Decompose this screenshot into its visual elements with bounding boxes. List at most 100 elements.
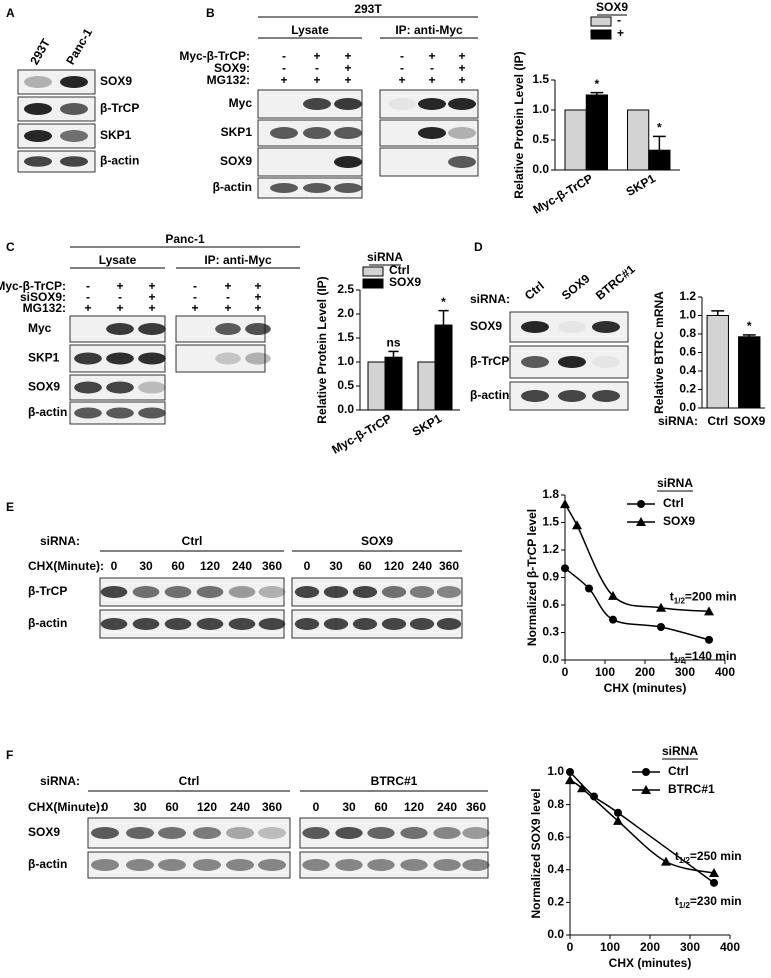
condition-label: siSOX9: xyxy=(20,290,66,304)
condition-sign: - xyxy=(226,290,230,304)
time-label: 60 xyxy=(358,559,372,573)
bar xyxy=(738,336,761,409)
marker xyxy=(704,606,714,616)
condition-sign: + xyxy=(254,290,261,304)
row-label: SOX9 xyxy=(28,380,60,394)
time-label: 30 xyxy=(342,800,356,814)
legend-marker xyxy=(637,500,645,508)
band xyxy=(388,98,416,110)
y-tick-label: 0.2 xyxy=(679,382,696,396)
condition-sign: + xyxy=(116,301,123,315)
marker xyxy=(608,590,618,600)
y-tick-label: 0.9 xyxy=(542,570,559,584)
marker xyxy=(656,602,666,612)
bar xyxy=(417,361,436,411)
y-tick-label: 0.0 xyxy=(679,400,696,414)
x-tick-label: 400 xyxy=(715,665,735,679)
fit-line xyxy=(564,567,710,641)
marker xyxy=(572,520,582,530)
band xyxy=(433,827,461,839)
condition-label: siRNA: xyxy=(40,774,80,788)
y-tick-label: 2.0 xyxy=(337,306,354,320)
band xyxy=(418,127,446,139)
legend-label: Ctrl xyxy=(389,263,410,277)
marker xyxy=(613,815,623,825)
legend-label: SOX9 xyxy=(389,275,421,289)
condition-sign: - xyxy=(193,279,197,293)
band xyxy=(436,618,462,630)
x-tick-label: 300 xyxy=(680,940,700,954)
band xyxy=(228,618,256,630)
band xyxy=(334,98,362,110)
legend-swatch xyxy=(362,266,384,277)
x-tick-label: 100 xyxy=(600,940,620,954)
bar xyxy=(706,315,729,409)
band xyxy=(323,586,349,598)
marker xyxy=(661,856,671,866)
condition-sign: + xyxy=(191,301,198,315)
time-label: 30 xyxy=(139,559,153,573)
bar xyxy=(627,109,650,171)
band xyxy=(367,859,395,871)
bar xyxy=(434,324,453,411)
half-life-symbol: t xyxy=(675,894,679,908)
panel-letter: E xyxy=(6,500,14,514)
condition-label: Myc-β-TrCP: xyxy=(179,49,250,63)
condition-label: MG132: xyxy=(207,73,250,87)
condition-label: CHX(Minute): xyxy=(28,559,104,573)
significance-mark: * xyxy=(441,295,446,309)
blot xyxy=(99,577,285,607)
condition-sign: - xyxy=(282,49,286,63)
row-label: SKP1 xyxy=(100,128,132,142)
condition-sign: - xyxy=(400,61,404,75)
band xyxy=(24,103,52,115)
legend-label: SOX9 xyxy=(663,514,695,528)
y-tick-label: 0.8 xyxy=(679,326,696,340)
half-life-label: t1/2=200 min xyxy=(670,590,737,606)
time-label: 240 xyxy=(230,800,250,814)
y-tick-label: 2.5 xyxy=(337,282,354,296)
half-life-symbol: t xyxy=(675,849,679,863)
band xyxy=(323,618,349,630)
legend-title: SOX9 xyxy=(596,0,628,14)
band xyxy=(294,618,320,630)
y-tick-label: 1.8 xyxy=(542,487,559,501)
band xyxy=(196,618,224,630)
marker xyxy=(590,792,598,801)
band xyxy=(106,407,134,419)
condition-sign: - xyxy=(430,61,434,75)
legend-label: Ctrl xyxy=(668,764,689,778)
x-tick-label: 400 xyxy=(720,940,740,954)
band xyxy=(352,618,378,630)
time-label: 0 xyxy=(111,559,118,573)
band xyxy=(196,586,224,598)
time-label: 360 xyxy=(262,800,282,814)
half-life-value: =230 min xyxy=(690,894,742,908)
bar xyxy=(585,94,608,171)
band xyxy=(448,127,476,139)
row-label: β-actin xyxy=(100,154,139,168)
condition-label: SOX9: xyxy=(214,61,250,75)
legend-title: siRNA xyxy=(662,744,698,758)
condition-sign: + xyxy=(254,279,261,293)
bar xyxy=(564,109,587,171)
time-label: 360 xyxy=(439,559,459,573)
error-bar xyxy=(388,350,399,358)
x-tick-label: Ctrl xyxy=(707,414,728,428)
legend-marker xyxy=(641,785,651,794)
condition-sign: + xyxy=(148,279,155,293)
band xyxy=(138,407,166,419)
band xyxy=(592,356,620,368)
half-life-value: =200 min xyxy=(685,590,737,604)
condition-sign: + xyxy=(344,73,351,87)
band xyxy=(164,586,192,598)
band xyxy=(215,352,241,365)
blot xyxy=(99,609,285,639)
condition-label: Myc-β-TrCP: xyxy=(0,279,66,293)
condition-sign: + xyxy=(428,73,435,87)
condition-sign: + xyxy=(344,61,351,75)
time-label: 0 xyxy=(313,800,320,814)
panel-letter: A xyxy=(6,6,15,20)
group-label: IP: anti-Myc xyxy=(204,253,272,267)
group-label: Ctrl xyxy=(179,774,200,788)
